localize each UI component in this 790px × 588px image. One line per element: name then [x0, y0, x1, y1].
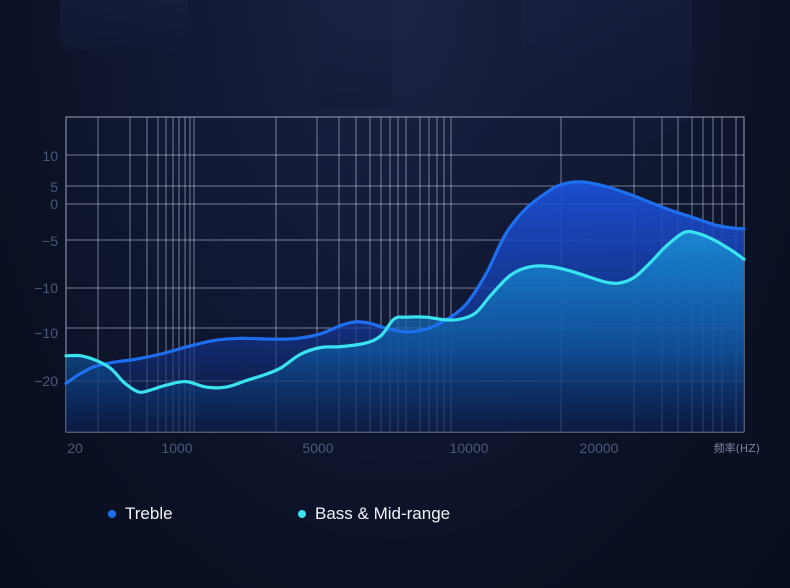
- x-tick-label: 1000: [161, 440, 192, 456]
- speaker-center: [316, 0, 392, 108]
- y-tick-label: −20: [34, 373, 58, 389]
- y-tick-label: 10: [42, 148, 58, 164]
- speaker-left: [60, 0, 188, 50]
- x-tick-label: 10000: [450, 440, 489, 456]
- legend-item-treble: Treble: [108, 504, 173, 524]
- y-tick-label: −10: [34, 280, 58, 296]
- series-line-bass: [64, 229, 746, 394]
- chart-legend: Treble Bass & Mid-range: [0, 504, 790, 530]
- x-tick-label: 20000: [580, 440, 619, 456]
- x-axis-unit-label: 频率(HZ): [714, 441, 760, 455]
- series-line-treble: [64, 180, 746, 385]
- legend-dot-treble: [108, 510, 116, 518]
- x-tick-label: 5000: [302, 440, 333, 456]
- legend-item-bass: Bass & Mid-range: [298, 504, 450, 524]
- x-tick-label: 20: [67, 440, 83, 456]
- legend-label-bass: Bass & Mid-range: [315, 504, 451, 523]
- chart-series: [64, 180, 746, 432]
- y-tick-label: −10: [34, 325, 58, 341]
- speaker-right: [522, 0, 692, 138]
- legend-dot-bass: [298, 510, 306, 518]
- chart-axes: 10 50 −5 −10 −10 −20 20 1000 5000 10000 20000 频率(HZ…: [34, 148, 760, 456]
- y-tick-label: 0: [50, 196, 58, 212]
- y-tick-label: −5: [42, 233, 58, 249]
- legend-label-treble: Treble: [125, 504, 173, 523]
- y-tick-label: 5: [50, 179, 58, 195]
